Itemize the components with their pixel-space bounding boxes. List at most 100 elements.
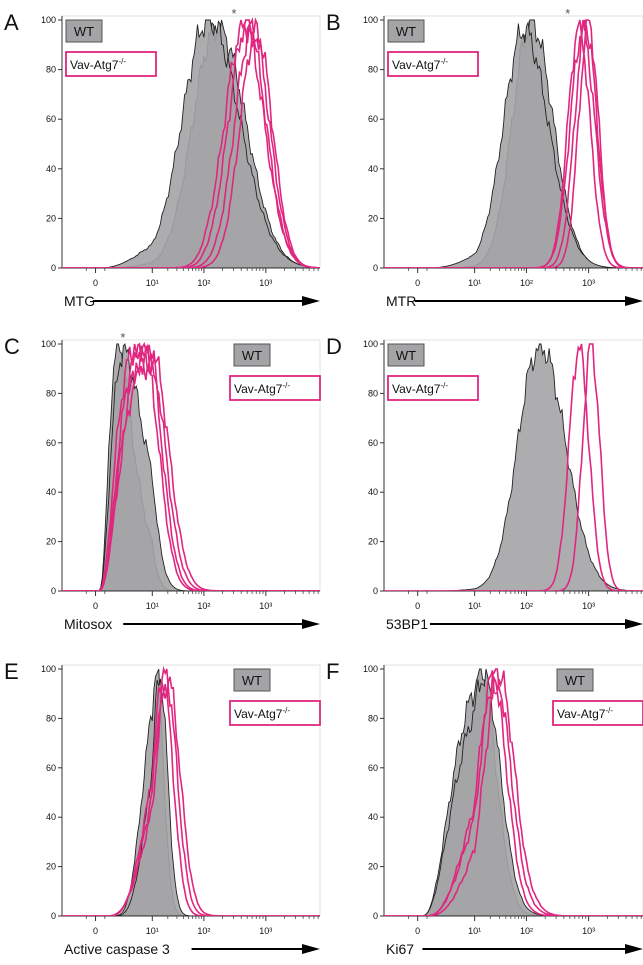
y-tick-label: 40 [368,164,378,174]
legend-wt-box [387,343,425,367]
wt-histogram [62,342,320,591]
y-tick-label: 80 [368,713,378,723]
x-tick-label: 0 [415,926,420,936]
histograms [62,665,320,916]
x-tick-label: 10³ [582,278,595,288]
panel-D: D 0 20 40 60 80 100 0 10¹ 10² 10³ 53BP1 WT Vav-Atg7-/… [326,334,643,632]
legend-knockout-box [552,700,643,726]
legend-wt-label: WT [242,348,262,363]
panel-E: E 0 20 40 60 80 100 0 10¹ 10² 10³ Active caspase 3 W… [4,659,321,957]
x-tick-label: 10² [197,601,210,611]
x-tick-label: 10¹ [468,601,481,611]
knockout-histogram [62,17,320,268]
knockout-histogram [62,676,320,916]
wt-histogram [62,678,320,916]
y-tick-label: 100 [41,15,56,25]
y-tick-label: 80 [46,713,56,723]
panel-label: B [326,10,341,35]
y-tick-label: 100 [363,339,378,349]
histograms [62,341,320,591]
histograms [384,343,643,591]
knockout-histogram [62,344,320,591]
x-tick-label: 10² [520,926,533,936]
x-axis-label: Mitosox [64,616,112,632]
x-tick-label: 0 [415,278,420,288]
legend-knockout-box [65,51,157,77]
y-tick-label: 80 [368,65,378,75]
y-tick-label: 0 [51,586,56,596]
panel-F: F 0 20 40 60 80 100 0 10¹ 10² 10³ Ki67 WT Vav-Atg7-/- [326,659,643,957]
knockout-histogram [384,19,643,268]
y-tick-label: 20 [46,862,56,872]
y-tick-label: 20 [46,537,56,547]
wt-histogram [384,343,643,591]
y-tick-label: 0 [51,911,56,921]
x-tick-label: 10³ [582,926,595,936]
panel-A: A 0 20 40 60 80 100 0 10¹ 10² 10³ MTG * WT Vav-Atg7-/- [4,6,321,309]
legend-knockout-box [229,375,321,401]
knockout-histogram [384,19,643,268]
x-axis-arrowhead [625,944,643,954]
x-axis-arrowhead [302,296,320,306]
knockout-histogram [384,19,643,268]
histograms [384,19,643,268]
x-tick-label: 10³ [582,601,595,611]
x-axis-label: Ki67 [386,941,414,957]
legend-knockout-label: Vav-Atg7-/- [392,57,448,72]
x-tick-label: 10³ [259,601,272,611]
histograms [62,17,320,268]
y-tick-label: 60 [368,438,378,448]
x-tick-label: 0 [93,601,98,611]
knockout-histogram [384,19,643,268]
panel-label: E [4,659,19,684]
x-tick-label: 10² [520,278,533,288]
wt-histogram [384,668,643,916]
knockout-histogram [62,682,320,916]
y-tick-label: 20 [368,213,378,223]
legend-wt-box [233,343,271,367]
y-tick-label: 40 [46,812,56,822]
knockout-histogram [62,19,320,268]
y-tick-label: 100 [41,664,56,674]
histograms [384,668,643,916]
legend-knockout-label: Vav-Atg7-/- [557,706,613,721]
x-tick-label: 10² [197,926,210,936]
y-tick-label: 60 [46,438,56,448]
x-tick-label: 10² [520,601,533,611]
knockout-histogram [62,665,320,916]
x-tick-label: 10¹ [146,926,159,936]
y-tick-label: 60 [368,763,378,773]
x-tick-label: 10¹ [146,278,159,288]
panel-B: B 0 20 40 60 80 100 0 10¹ 10² 10³ MTR * WT Vav-Atg7-/- [326,6,643,309]
legend-wt-box [65,19,103,43]
legend-knockout-label: Vav-Atg7-/- [70,57,126,72]
x-tick-label: 0 [93,926,98,936]
knockout-histogram [384,343,643,591]
y-tick-label: 40 [46,487,56,497]
y-tick-label: 40 [46,164,56,174]
legend-knockout-label: Vav-Atg7-/- [392,381,448,396]
legend-wt-label: WT [74,24,94,39]
legend-wt-label: WT [396,24,416,39]
wt-histogram [384,20,643,268]
knockout-histogram [62,342,320,591]
legend-wt-box [556,668,594,692]
x-axis-arrowhead [625,619,643,629]
legend-knockout-label: Vav-Atg7-/- [234,706,290,721]
x-axis-label: Active caspase 3 [64,941,170,957]
y-tick-label: 40 [368,812,378,822]
legend-wt-label: WT [396,348,416,363]
y-tick-label: 60 [46,114,56,124]
y-tick-label: 20 [46,213,56,223]
x-axis-arrowhead [302,944,320,954]
knockout-histogram [384,670,643,916]
y-tick-label: 100 [363,15,378,25]
knockout-histogram [384,343,643,591]
legend-knockout-box [387,375,479,401]
x-tick-label: 0 [415,601,420,611]
y-tick-label: 0 [373,586,378,596]
y-tick-label: 60 [46,763,56,773]
y-tick-label: 80 [368,388,378,398]
significance-asterisk: * [565,6,570,21]
legend-knockout-label: Vav-Atg7-/- [234,381,290,396]
